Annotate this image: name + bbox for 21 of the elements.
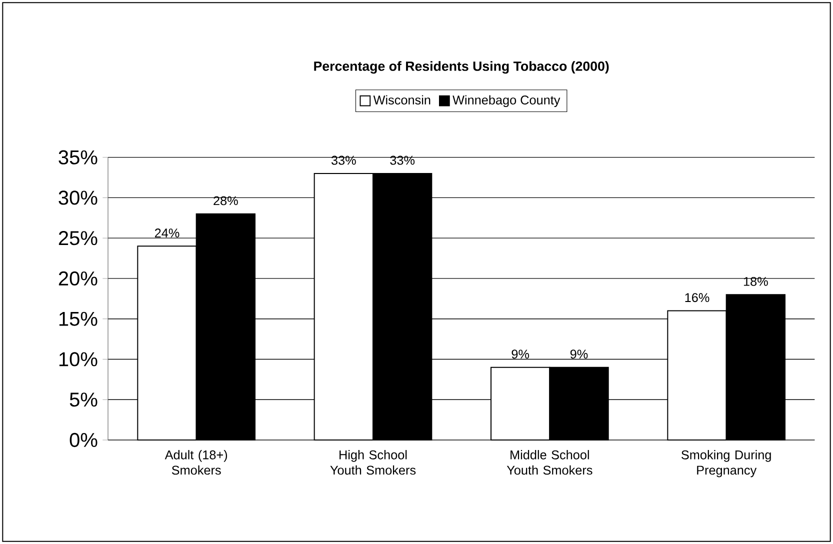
data-label: 9% [512,350,530,359]
x-tick-label: Adult (18+) Smokers [164,450,228,475]
x-tick-label: High School Youth Smokers [330,450,416,475]
data-label: 24% [154,228,180,238]
x-tick-label: Middle School Youth Smokers [506,450,592,475]
data-label: 16% [685,293,710,302]
y-tick-label: 5% [70,392,98,407]
legend-label: Wisconsin [373,95,430,105]
data-label: 9% [570,350,588,359]
legend-label: Winnebago County [452,95,560,108]
y-tick-label: 15% [59,312,98,326]
chart-title: Percentage of Residents Using Tobacco (2000) [314,61,609,74]
y-tick-label: 30% [58,190,98,205]
y-tick-label: 0% [70,432,98,448]
y-tick-label: 35% [58,150,98,164]
y-tick-label: 25% [58,231,98,246]
data-label: 28% [214,196,238,206]
y-tick-label: 10% [59,352,98,366]
x-tick-label: Smoking During Pregnancy [682,450,771,478]
y-tick-label: 20% [58,271,98,286]
data-label: 18% [744,276,768,286]
